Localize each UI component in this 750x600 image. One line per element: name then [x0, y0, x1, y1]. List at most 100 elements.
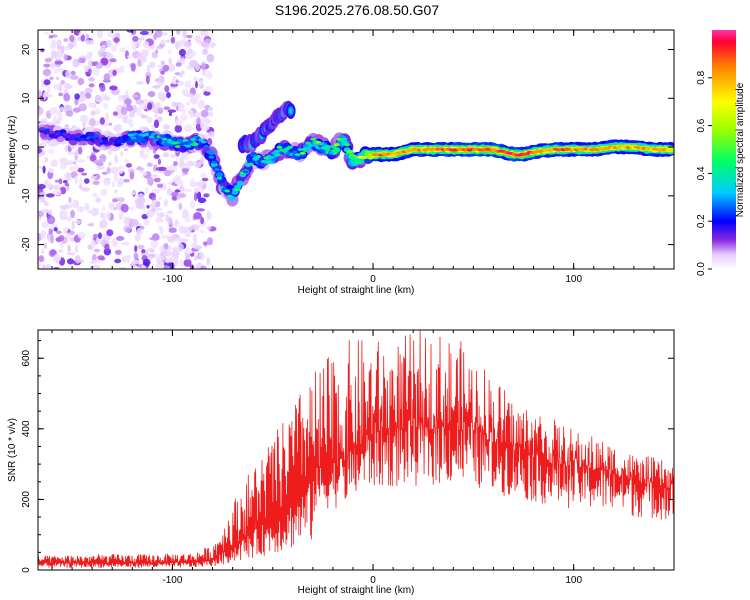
y-tick-label: -10 [21, 188, 32, 203]
heatmap-noise-cell [68, 165, 75, 172]
heatmap-noise-cell [129, 111, 135, 118]
heatmap-noise-cell [103, 73, 111, 82]
heatmap-ridge-cell [299, 151, 306, 155]
heatmap-noise-cell [203, 90, 211, 96]
heatmap-noise-cell [112, 69, 117, 76]
heatmap-noise-cell [99, 154, 107, 163]
heatmap-noise-cell [89, 39, 94, 46]
heatmap-noise-cell [139, 103, 148, 110]
heatmap-noise-cell [122, 255, 126, 264]
snr-ylabel: SNR (10 * v/v) [7, 418, 18, 482]
heatmap-blobs [38, 30, 674, 269]
heatmap-noise-cell [177, 103, 185, 113]
heatmap-noise-cell [142, 41, 150, 49]
heatmap-noise-cell [157, 207, 163, 211]
heatmap-ridge-cell [200, 140, 207, 144]
colorbar-gradient [712, 30, 736, 269]
heatmap-noise-cell [77, 146, 83, 155]
heatmap-noise-cell [43, 31, 50, 35]
heatmap-noise-cell [76, 159, 85, 163]
heatmap-noise-cell [179, 157, 184, 167]
heatmap-noise-cell [101, 44, 106, 48]
heatmap-noise-cell [182, 88, 188, 93]
heatmap-noise-cell [63, 93, 71, 102]
heatmap-noise-cell [72, 199, 80, 209]
heatmap-noise-cell [180, 70, 185, 75]
heatmap-ridge-cell [346, 150, 353, 153]
heatmap-noise-cell [203, 241, 208, 246]
heatmap-noise-cell [167, 235, 176, 243]
heatmap-noise-cell [118, 212, 124, 219]
x-tick-label: -100 [162, 575, 182, 586]
heatmap-noise-cell [115, 249, 122, 255]
heatmap-noise-cell [146, 247, 154, 252]
heatmap-noise-cell [68, 159, 72, 163]
heatmap-noise-cell [91, 176, 97, 180]
heatmap-noise-cell [49, 76, 54, 81]
heatmap-noise-cell [200, 109, 209, 118]
heatmap-noise-cell [109, 58, 117, 63]
heatmap-noise-cell [58, 92, 64, 97]
heatmap-noise-cell [75, 219, 82, 225]
heatmap-noise-cell [106, 211, 111, 220]
heatmap-noise-cell [166, 210, 174, 214]
colorbar-tick-label: 0.8 [696, 70, 707, 84]
heatmap-noise-cell [156, 64, 164, 68]
heatmap-ridge-cell [112, 136, 118, 140]
heatmap-noise-cell [156, 183, 164, 188]
heatmap-ridge-cell [328, 151, 335, 155]
heatmap-noise-cell [64, 144, 69, 152]
heatmap-ridge-cell [185, 144, 192, 148]
heatmap-noise-cell [146, 205, 150, 209]
heatmap-noise-cell [77, 77, 85, 86]
heatmap-noise-cell [74, 175, 79, 185]
chart-title: S196.2025.276.08.50.G07 [274, 2, 440, 18]
heatmap-noise-cell [205, 71, 213, 80]
snr-panel: -100 0 100 0 200 400 600 Height of straight li… [7, 329, 675, 596]
heatmap-noise-cell [206, 237, 213, 246]
heatmap-noise-cell [195, 80, 198, 89]
heatmap-noise-cell [177, 243, 184, 252]
colorbar-tick-label: 0.2 [696, 214, 707, 228]
heatmap-ridge-cell [237, 180, 244, 184]
heatmap-noise-cell [134, 245, 138, 253]
heatmap-ridge-cell [125, 137, 131, 141]
snr-frame [37, 329, 675, 571]
heatmap-noise-cell [96, 165, 105, 170]
heatmap-noise-cell [53, 83, 60, 90]
heatmap-ridge-cell [310, 137, 317, 141]
y-tick-label: 10 [21, 92, 32, 104]
heatmap-noise-cell [58, 249, 64, 253]
heatmap-noise-cell [158, 212, 165, 218]
heatmap-noise-cell [77, 93, 87, 103]
heatmap-noise-cell [170, 83, 179, 87]
heatmap-noise-cell [41, 208, 50, 214]
heatmap-noise-cell [158, 196, 162, 201]
heatmap-noise-cell [160, 39, 166, 45]
heatmap-ridge-cell [96, 138, 103, 142]
snr-xlabel: Height of straight line (km) [298, 585, 415, 596]
heatmap-noise-cell [63, 38, 69, 42]
heatmap-noise-cell [44, 157, 49, 163]
heatmap-noise-cell [161, 31, 168, 36]
heatmap-noise-cell [66, 172, 71, 182]
heatmap-noise-cell [186, 48, 193, 54]
heatmap-noise-cell [135, 167, 145, 171]
heatmap-noise-cell [96, 162, 104, 167]
heatmap-noise-cell [124, 255, 132, 259]
heatmap-noise-cell [98, 232, 102, 239]
heatmap-noise-cell [147, 91, 156, 98]
heatmap-noise-cell [155, 167, 164, 171]
x-tick-label: 0 [370, 274, 376, 285]
heatmap-noise-cell [65, 110, 74, 117]
heatmap-noise-cell [81, 172, 88, 176]
heatmap-noise-cell [104, 243, 110, 251]
heatmap-noise-cell [159, 93, 166, 102]
heatmap-noise-cell [42, 68, 52, 77]
heatmap-noise-cell [123, 116, 127, 124]
heatmap-noise-cell [178, 202, 183, 210]
heatmap-noise-cell [155, 216, 163, 222]
heatmap-noise-cell [170, 153, 176, 159]
heatmap-noise-cell [153, 154, 160, 160]
